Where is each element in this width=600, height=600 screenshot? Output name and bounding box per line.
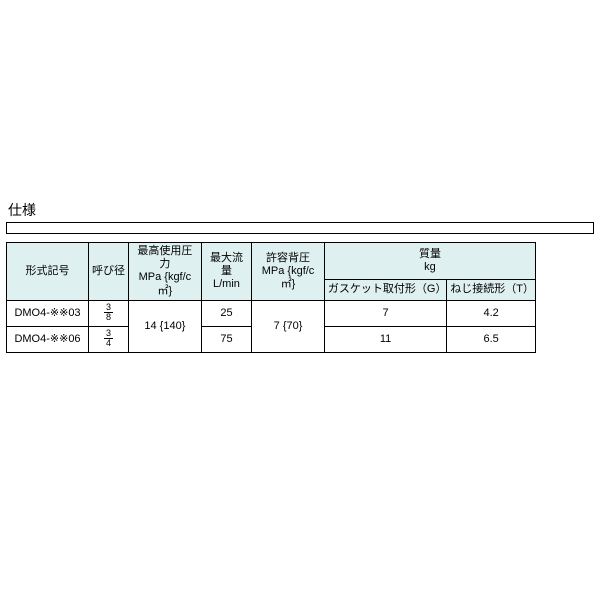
frac-den: 8 bbox=[104, 313, 113, 322]
cell-diameter: 3 4 bbox=[89, 326, 129, 352]
hdr-mass-gasket: ガスケット取付形（G） bbox=[324, 279, 446, 300]
fraction: 3 4 bbox=[104, 329, 113, 348]
hdr-mass-l1: 質量 bbox=[419, 248, 441, 260]
hdr-back-pressure-l1: 許容背圧 bbox=[266, 252, 310, 264]
table-row: DMO4-※※03 3 8 14 {140} 25 7 {70} 7 4.2 bbox=[7, 300, 536, 326]
hdr-max-pressure-l1: 最高使用圧力 bbox=[137, 245, 192, 270]
fraction: 3 8 bbox=[104, 303, 113, 322]
cell-back-pressure: 7 {70} bbox=[252, 300, 325, 352]
header-row-1: 形式記号 呼び径 最高使用圧力 MPa {kgf/c㎡} 最大流量 L/min … bbox=[7, 243, 536, 280]
hdr-model: 形式記号 bbox=[7, 243, 89, 301]
hdr-mass: 質量 kg bbox=[324, 243, 535, 280]
cell-flow: 75 bbox=[201, 326, 251, 352]
cell-flow: 25 bbox=[201, 300, 251, 326]
cell-model: DMO4-※※06 bbox=[7, 326, 89, 352]
hdr-max-pressure-l2: MPa {kgf/c㎡} bbox=[139, 271, 192, 296]
hdr-max-pressure: 最高使用圧力 MPa {kgf/c㎡} bbox=[129, 243, 202, 301]
cell-mass-g: 11 bbox=[324, 326, 446, 352]
section-title: 仕様 bbox=[6, 200, 594, 220]
hdr-max-flow-l1: 最大流量 bbox=[210, 252, 243, 277]
hdr-diameter: 呼び径 bbox=[89, 243, 129, 301]
hdr-max-flow: 最大流量 L/min bbox=[201, 243, 251, 301]
hdr-back-pressure-l2: MPa {kgf/c㎡} bbox=[262, 265, 315, 290]
title-bar bbox=[6, 222, 594, 234]
hdr-mass-l2: kg bbox=[424, 261, 436, 273]
cell-mass-t: 6.5 bbox=[447, 326, 536, 352]
spec-section: 仕様 形式記号 呼び径 最高使用圧力 MPa {kgf/c㎡} 最大流量 L/m… bbox=[6, 200, 594, 353]
cell-mass-t: 4.2 bbox=[447, 300, 536, 326]
hdr-mass-thread: ねじ接続形（T） bbox=[447, 279, 536, 300]
frac-den: 4 bbox=[104, 339, 113, 348]
cell-mass-g: 7 bbox=[324, 300, 446, 326]
cell-diameter: 3 8 bbox=[89, 300, 129, 326]
hdr-max-flow-l2: L/min bbox=[213, 278, 240, 290]
spec-table: 形式記号 呼び径 最高使用圧力 MPa {kgf/c㎡} 最大流量 L/min … bbox=[6, 242, 536, 353]
hdr-back-pressure: 許容背圧 MPa {kgf/c㎡} bbox=[252, 243, 325, 301]
cell-max-pressure: 14 {140} bbox=[129, 300, 202, 352]
cell-model: DMO4-※※03 bbox=[7, 300, 89, 326]
